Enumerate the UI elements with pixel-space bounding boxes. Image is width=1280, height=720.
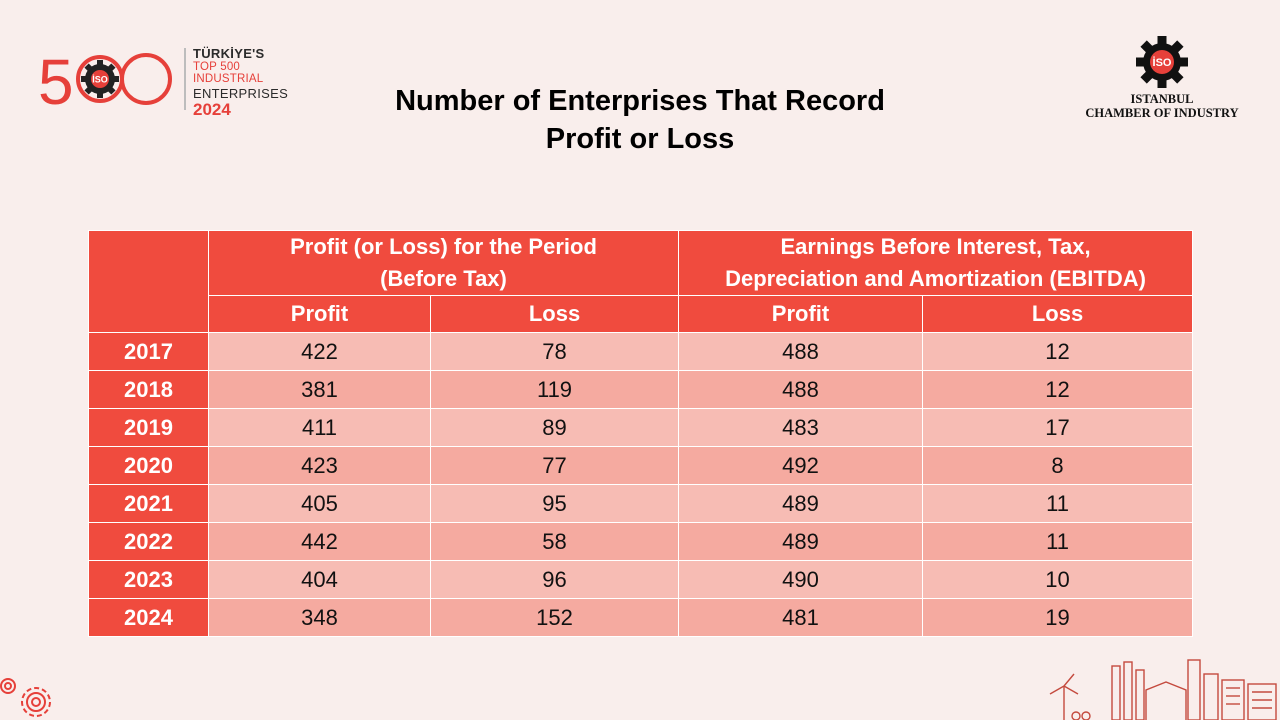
500-logo-mark: 5 İSO: [38, 46, 172, 114]
sub-header-loss: Loss: [922, 295, 1194, 333]
value-cell: 89: [429, 408, 680, 447]
logo-line-3: ENTERPRISES: [193, 86, 289, 101]
title-line-2: Profit or Loss: [545, 123, 735, 155]
value-cell: 489: [678, 484, 924, 523]
value-cell: 58: [429, 522, 680, 561]
sub-header-loss: Loss: [429, 295, 680, 333]
table-row: 2020 423 77 492 8: [88, 446, 1194, 485]
year-cell: 2018: [88, 370, 209, 409]
value-cell: 95: [429, 484, 680, 523]
value-cell: 11: [922, 484, 1194, 523]
org-name-line-2: CHAMBER OF INDUSTRY: [1085, 106, 1239, 120]
year-cell: 2022: [88, 522, 209, 561]
value-cell: 348: [208, 598, 431, 637]
svg-text:5: 5: [38, 46, 74, 114]
value-cell: 422: [208, 332, 431, 371]
value-cell: 19: [922, 598, 1194, 637]
logo-year: 2024: [193, 100, 231, 119]
year-cell: 2024: [88, 598, 209, 637]
value-cell: 10: [922, 560, 1194, 599]
table-row: 2017 422 78 488 12: [88, 332, 1194, 371]
value-cell: 411: [208, 408, 431, 447]
group-header-ebitda: Earnings Before Interest, Tax, Depreciat…: [678, 230, 1194, 296]
table-row: 2022 442 58 489 11: [88, 522, 1194, 561]
value-cell: 405: [208, 484, 431, 523]
year-cell: 2019: [88, 408, 209, 447]
logo-line-2: TOP 500 INDUSTRIAL: [193, 61, 264, 85]
table-row: 2023 404 96 490 10: [88, 560, 1194, 599]
svg-text:İSO: İSO: [92, 75, 108, 85]
value-cell: 404: [208, 560, 431, 599]
page-title: Number of Enterprises That Record Profit…: [300, 82, 980, 158]
svg-text:İSO: İSO: [1153, 56, 1172, 69]
year-cell: 2017: [88, 332, 209, 371]
year-cell: 2021: [88, 484, 209, 523]
logo-divider: [184, 48, 186, 110]
value-cell: 78: [429, 332, 680, 371]
logo-line-1: TÜRKİYE'S: [193, 46, 265, 61]
gears-decoration-icon: [0, 678, 51, 717]
value-cell: 12: [922, 370, 1194, 409]
value-cell: 77: [429, 446, 680, 485]
value-cell: 489: [678, 522, 924, 561]
value-cell: 152: [429, 598, 680, 637]
corner-header-cell: [88, 230, 209, 333]
table-row: 2019 411 89 483 17: [88, 408, 1194, 447]
value-cell: 119: [429, 370, 680, 409]
value-cell: 8: [922, 446, 1194, 485]
top-500-logo: 5 İSO TÜRKİYE'S TOP 500 INDUSTRIAL ENTER…: [38, 44, 298, 118]
industry-skyline-icon: [1049, 659, 1277, 720]
value-cell: 481: [678, 598, 924, 637]
group-header-before-tax: Profit (or Loss) for the Period (Before …: [207, 230, 680, 296]
year-cell: 2023: [88, 560, 209, 599]
year-cell: 2020: [88, 446, 209, 485]
value-cell: 423: [208, 446, 431, 485]
sub-header-profit: Profit: [208, 295, 431, 333]
table-row: 2021 405 95 489 11: [88, 484, 1194, 523]
table-body: 2017 422 78 488 12 2018 381 119 488 12 2019 411 89 48…: [88, 332, 1194, 637]
istanbul-chamber-logo: İSO ISTANBUL CHAMBER OF INDUSTRY: [1076, 34, 1248, 124]
value-cell: 381: [208, 370, 431, 409]
value-cell: 11: [922, 522, 1194, 561]
value-cell: 490: [678, 560, 924, 599]
profit-loss-table: Profit (or Loss) for the Period (Before …: [88, 230, 1194, 637]
value-cell: 483: [678, 408, 924, 447]
value-cell: 492: [678, 446, 924, 485]
logo-text: TÜRKİYE'S TOP 500 INDUSTRIAL ENTERPRISES…: [193, 47, 298, 118]
title-line-1: Number of Enterprises That Record: [395, 85, 885, 117]
table-row: 2018 381 119 488 12: [88, 370, 1194, 409]
value-cell: 488: [678, 332, 924, 371]
value-cell: 12: [922, 332, 1194, 371]
iso-gear-icon: İSO: [1136, 36, 1188, 88]
value-cell: 442: [208, 522, 431, 561]
value-cell: 96: [429, 560, 680, 599]
sub-header-profit: Profit: [678, 295, 924, 333]
table-row: 2024 348 152 481 19: [88, 598, 1194, 637]
value-cell: 17: [922, 408, 1194, 447]
value-cell: 488: [678, 370, 924, 409]
org-name-line-1: ISTANBUL: [1130, 92, 1194, 106]
